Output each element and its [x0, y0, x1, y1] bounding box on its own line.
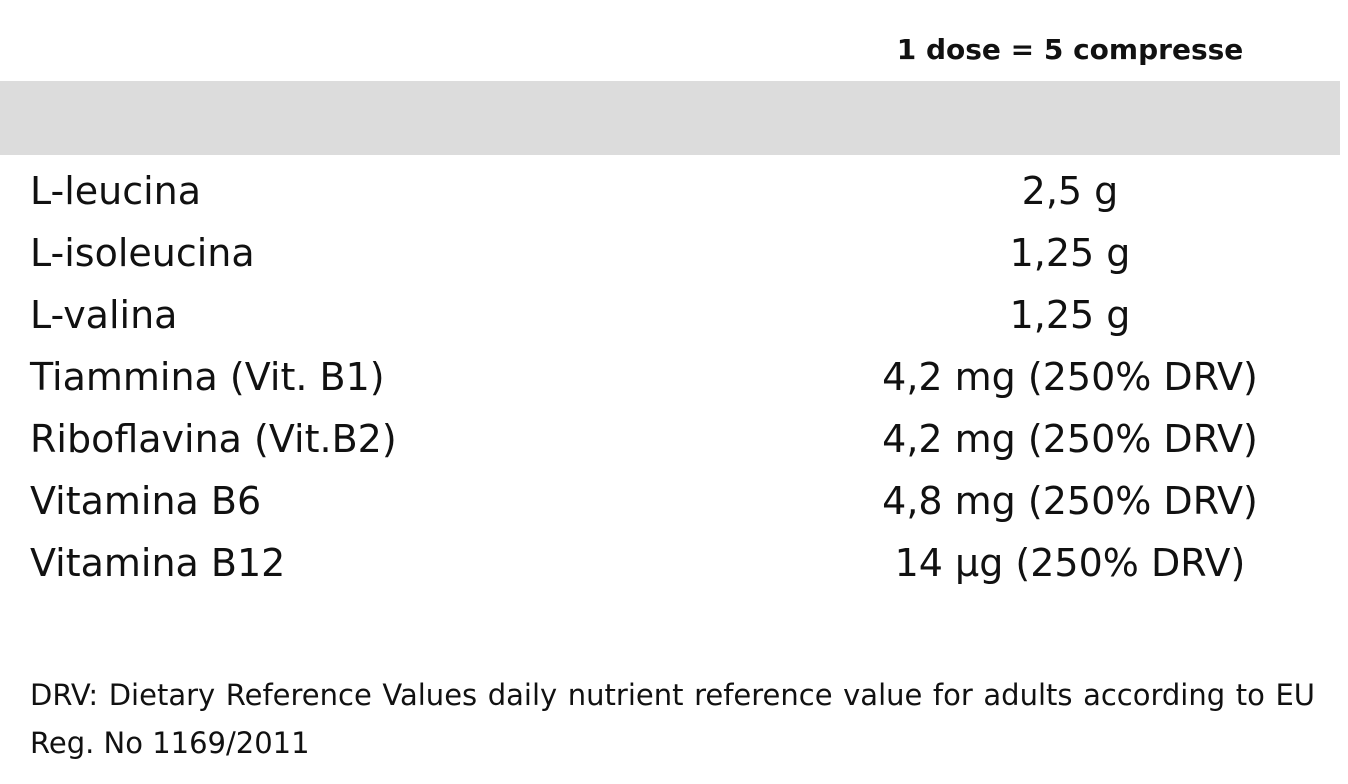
ingredient-amount: 1,25 g [1009, 293, 1131, 337]
ingredient-amount: 2,5 g [1021, 169, 1119, 213]
ingredient-amount: 4,2 mg (250% DRV) [882, 417, 1258, 461]
dose-column-header: 1 dose = 5 compresse [896, 33, 1244, 66]
table-body: L-leucina 2,5 g L-isoleucina 1,25 g L-va… [0, 160, 1340, 594]
ingredient-name: Vitamina B6 [30, 479, 262, 523]
table-row: Riboflavina (Vit.B2) 4,2 mg (250% DRV) [0, 408, 1340, 470]
table-row: Vitamina B6 4,8 mg (250% DRV) [0, 470, 1340, 532]
ingredient-name: L-valina [30, 293, 178, 337]
ingredient-amount: 14 µg (250% DRV) [894, 541, 1246, 585]
table-row: L-isoleucina 1,25 g [0, 222, 1340, 284]
ingredient-name: Riboflavina (Vit.B2) [30, 417, 397, 461]
ingredient-name: L-isoleucina [30, 231, 255, 275]
table-row: Vitamina B12 14 µg (250% DRV) [0, 532, 1340, 594]
table-row: L-leucina 2,5 g [0, 160, 1340, 222]
ingredient-amount: 1,25 g [1009, 231, 1131, 275]
ingredient-name: Tiammina (Vit. B1) [30, 355, 385, 399]
ingredient-amount: 4,8 mg (250% DRV) [882, 479, 1258, 523]
table-row: Tiammina (Vit. B1) 4,2 mg (250% DRV) [0, 346, 1340, 408]
ingredient-name: Vitamina B12 [30, 541, 286, 585]
ingredient-amount: 4,2 mg (250% DRV) [882, 355, 1258, 399]
drv-footnote: DRV: Dietary Reference Values daily nutr… [30, 678, 1315, 760]
header-band [0, 81, 1340, 155]
ingredient-name: L-leucina [30, 169, 202, 213]
table-row: L-valina 1,25 g [0, 284, 1340, 346]
